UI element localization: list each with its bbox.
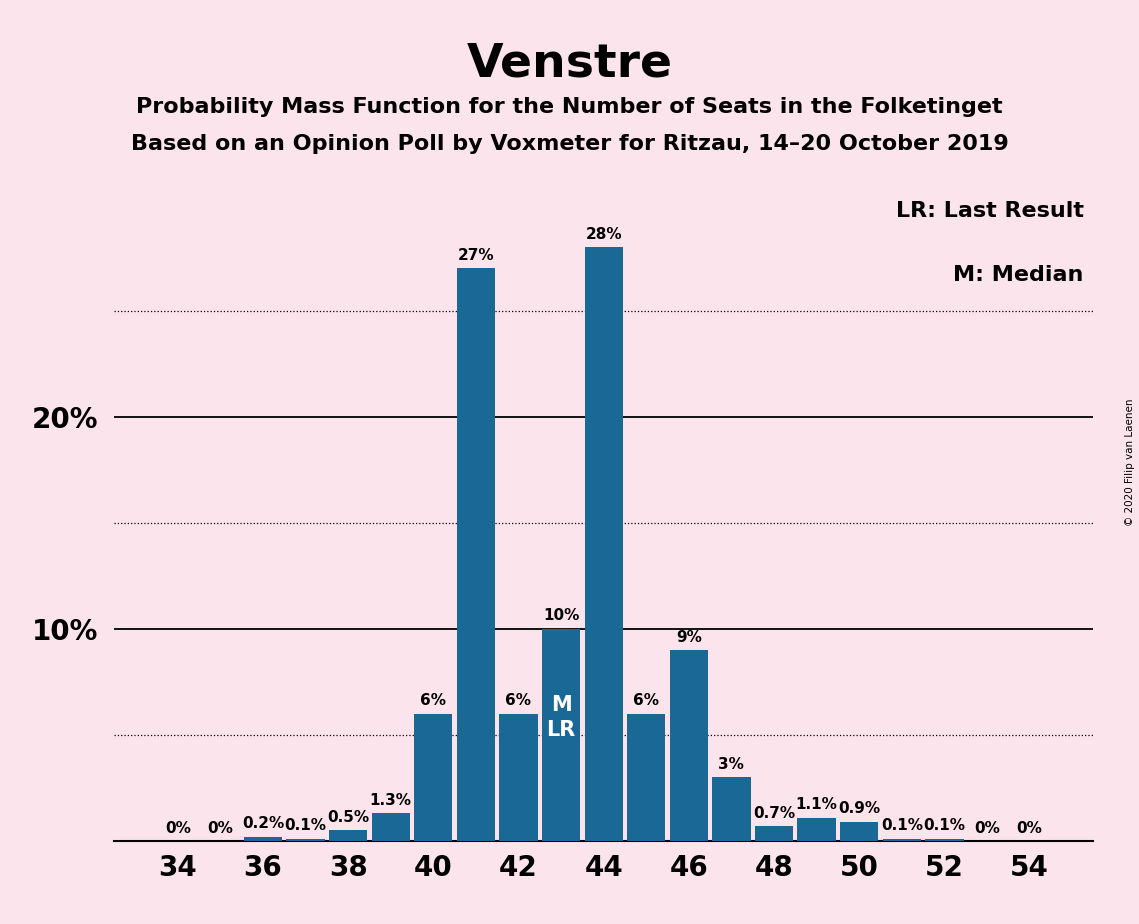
Text: 0%: 0% [974,821,1000,835]
Bar [670,650,708,841]
Text: M: Median: M: Median [953,265,1083,286]
Bar [797,818,836,841]
Bar [415,713,452,841]
Text: Based on an Opinion Poll by Voxmeter for Ritzau, 14–20 October 2019: Based on an Opinion Poll by Voxmeter for… [131,134,1008,154]
Text: 0.7%: 0.7% [753,806,795,821]
Text: 6%: 6% [420,693,446,709]
Bar [712,777,751,841]
Bar [584,247,623,841]
Bar [244,836,282,841]
Text: 1.1%: 1.1% [796,797,837,812]
Text: 0.2%: 0.2% [241,816,284,832]
Text: Venstre: Venstre [467,42,672,87]
Bar [755,826,793,841]
Text: 27%: 27% [458,248,494,263]
Text: 0.1%: 0.1% [880,819,923,833]
Text: 0.1%: 0.1% [285,819,327,833]
Text: 0%: 0% [165,821,190,835]
Text: 3%: 3% [719,757,745,772]
Bar [883,839,921,841]
Text: 1.3%: 1.3% [370,793,411,808]
Text: © 2020 Filip van Laenen: © 2020 Filip van Laenen [1125,398,1134,526]
Text: 0%: 0% [1017,821,1042,835]
Text: 6%: 6% [506,693,532,709]
Text: 0.5%: 0.5% [327,810,369,825]
Text: 0.9%: 0.9% [838,801,880,817]
Bar [628,713,665,841]
Bar [286,839,325,841]
Text: M
LR: M LR [547,696,575,740]
Bar [499,713,538,841]
Text: 0%: 0% [207,821,233,835]
Bar [371,813,410,841]
Bar [542,628,580,841]
Text: LR: Last Result: LR: Last Result [895,201,1083,221]
Text: 0.1%: 0.1% [924,819,966,833]
Text: 28%: 28% [585,226,622,242]
Text: 10%: 10% [543,609,580,624]
Bar [925,839,964,841]
Text: 9%: 9% [675,629,702,645]
Text: Probability Mass Function for the Number of Seats in the Folketinget: Probability Mass Function for the Number… [137,97,1002,117]
Bar [841,821,878,841]
Text: 6%: 6% [633,693,659,709]
Bar [329,831,367,841]
Bar [457,268,495,841]
